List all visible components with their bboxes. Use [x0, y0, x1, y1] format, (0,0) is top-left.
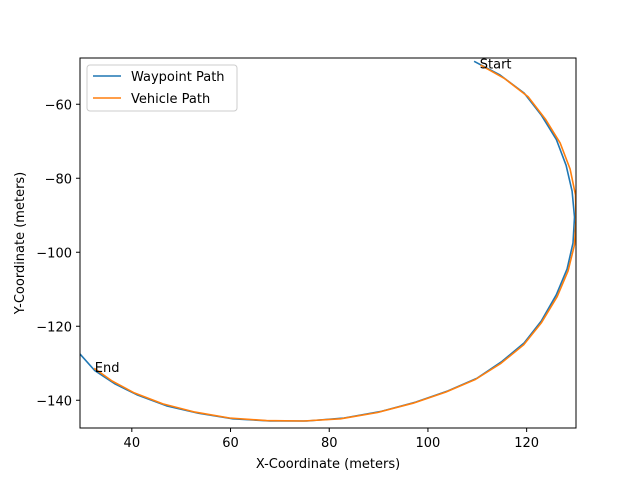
x-tick-label: 80 [321, 436, 338, 451]
x-axis-ticks: 40 60 80 100 120 [124, 428, 539, 451]
plot-area [80, 58, 576, 428]
legend-label-vehicle-path: Vehicle Path [131, 92, 210, 107]
annotation-end: End [95, 361, 120, 376]
y-tick-label: −140 [36, 394, 72, 409]
x-tick-label: 60 [222, 436, 239, 451]
x-axis-label: X-Coordinate (meters) [256, 457, 400, 472]
legend-frame [86, 64, 238, 112]
x-tick-label: 40 [124, 436, 141, 451]
annotation-start: Start [480, 58, 512, 73]
y-tick-label: −120 [36, 320, 72, 335]
y-tick-label: −80 [45, 172, 72, 187]
y-axis-label: Y-Coordinate (meters) [13, 172, 28, 316]
y-axis-ticks: −60 −80 −100 −120 −140 [36, 98, 80, 409]
y-tick-label: −100 [36, 246, 72, 261]
x-tick-label: 100 [416, 436, 441, 451]
y-tick-label: −60 [45, 98, 72, 113]
x-tick-label: 120 [514, 436, 539, 451]
series-line-vehicle-path [93, 64, 576, 422]
plot-frame [79, 57, 577, 429]
legend-label-waypoint-path: Waypoint Path [131, 70, 225, 85]
legend: Waypoint Path Vehicle Path [86, 64, 238, 112]
annotation-layer: Start End [95, 58, 512, 376]
series-layer [80, 60, 576, 422]
